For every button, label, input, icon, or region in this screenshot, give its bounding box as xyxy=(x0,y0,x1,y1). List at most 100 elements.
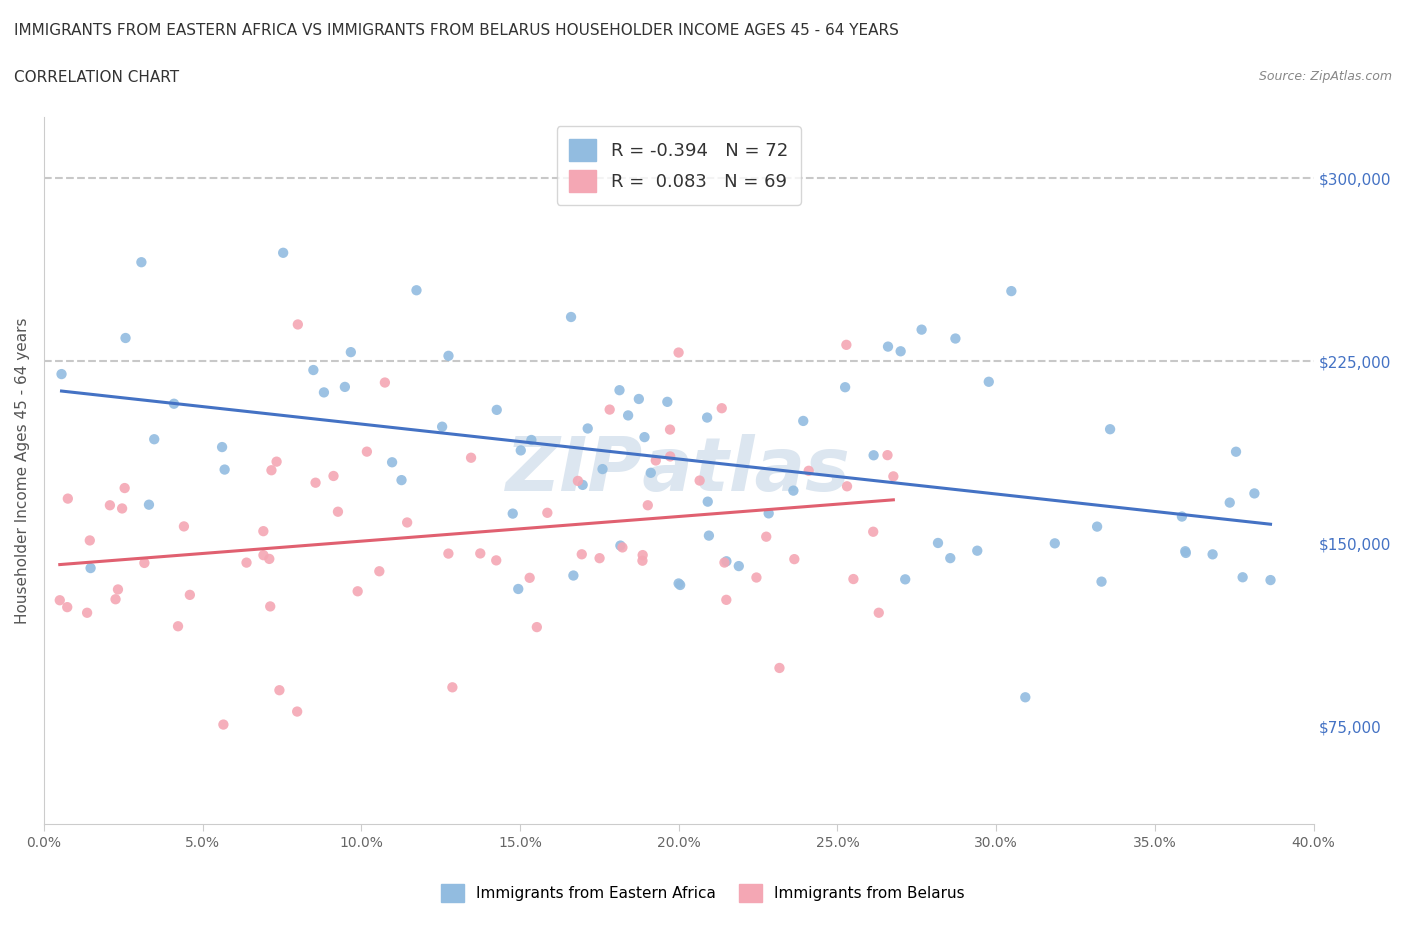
Point xyxy=(430,419,453,434)
Point xyxy=(520,432,543,447)
Point xyxy=(485,553,508,568)
Point xyxy=(214,462,236,477)
Point xyxy=(727,559,749,574)
Point xyxy=(696,494,718,509)
Point xyxy=(502,506,524,521)
Point xyxy=(167,618,190,633)
Point xyxy=(1171,509,1194,524)
Y-axis label: Householder Income Ages 45 - 64 years: Householder Income Ages 45 - 64 years xyxy=(15,317,30,624)
Point xyxy=(271,246,294,260)
Point xyxy=(612,540,634,555)
Point xyxy=(696,410,718,425)
Point xyxy=(79,561,101,576)
Point xyxy=(374,375,396,390)
Point xyxy=(1090,574,1112,589)
Point xyxy=(302,363,325,378)
Point xyxy=(356,445,378,459)
Point xyxy=(114,481,136,496)
Point xyxy=(536,505,558,520)
Point xyxy=(49,592,72,607)
Point xyxy=(890,344,912,359)
Point xyxy=(1174,546,1197,561)
Point xyxy=(304,475,326,490)
Point xyxy=(470,546,492,561)
Point xyxy=(56,491,79,506)
Point xyxy=(51,366,73,381)
Point xyxy=(627,392,650,406)
Point xyxy=(1014,690,1036,705)
Point xyxy=(322,469,344,484)
Point xyxy=(107,582,129,597)
Point xyxy=(910,322,932,337)
Point xyxy=(1243,486,1265,501)
Point xyxy=(755,529,778,544)
Point xyxy=(1225,445,1247,459)
Point xyxy=(173,519,195,534)
Point xyxy=(79,533,101,548)
Point xyxy=(758,506,780,521)
Point xyxy=(668,345,690,360)
Point xyxy=(668,576,690,591)
Point xyxy=(405,283,427,298)
Point xyxy=(252,524,274,538)
Point xyxy=(633,430,655,445)
Point xyxy=(485,403,508,418)
Point xyxy=(163,396,186,411)
Point xyxy=(114,330,136,345)
Point xyxy=(396,515,419,530)
Point xyxy=(1260,573,1282,588)
Point xyxy=(977,375,1000,390)
Point xyxy=(391,472,413,487)
Point xyxy=(1085,519,1108,534)
Point xyxy=(609,538,631,553)
Text: ZIP​atlas: ZIP​atlas xyxy=(506,434,851,507)
Point xyxy=(659,422,682,437)
Point xyxy=(235,555,257,570)
Point xyxy=(285,704,308,719)
Point xyxy=(571,547,593,562)
Point xyxy=(134,555,156,570)
Text: Source: ZipAtlas.com: Source: ZipAtlas.com xyxy=(1258,70,1392,83)
Point xyxy=(526,619,548,634)
Point xyxy=(260,463,283,478)
Point xyxy=(212,717,235,732)
Point xyxy=(326,504,349,519)
Point xyxy=(868,605,890,620)
Point xyxy=(1174,544,1197,559)
Point xyxy=(966,543,988,558)
Point xyxy=(713,555,735,570)
Point xyxy=(640,465,662,480)
Point xyxy=(710,401,733,416)
Point xyxy=(927,536,949,551)
Point xyxy=(945,331,967,346)
Point xyxy=(697,528,720,543)
Point xyxy=(211,440,233,455)
Point xyxy=(835,338,858,352)
Point xyxy=(56,600,79,615)
Point xyxy=(842,572,865,587)
Point xyxy=(782,484,804,498)
Point xyxy=(631,553,654,568)
Text: CORRELATION CHART: CORRELATION CHART xyxy=(14,70,179,85)
Point xyxy=(519,570,541,585)
Point xyxy=(834,379,856,394)
Point xyxy=(571,477,593,492)
Point xyxy=(862,448,884,463)
Point xyxy=(259,599,281,614)
Point xyxy=(1043,536,1066,551)
Point xyxy=(98,498,121,512)
Point xyxy=(835,479,858,494)
Point xyxy=(592,461,614,476)
Point xyxy=(862,525,884,539)
Point xyxy=(716,554,738,569)
Point xyxy=(381,455,404,470)
Point xyxy=(138,498,160,512)
Point xyxy=(1219,495,1241,510)
Point xyxy=(346,584,368,599)
Point xyxy=(143,432,166,446)
Point xyxy=(287,317,309,332)
Text: IMMIGRANTS FROM EASTERN AFRICA VS IMMIGRANTS FROM BELARUS HOUSEHOLDER INCOME AGE: IMMIGRANTS FROM EASTERN AFRICA VS IMMIGR… xyxy=(14,23,898,38)
Point xyxy=(783,551,806,566)
Point xyxy=(768,660,790,675)
Point xyxy=(588,551,610,565)
